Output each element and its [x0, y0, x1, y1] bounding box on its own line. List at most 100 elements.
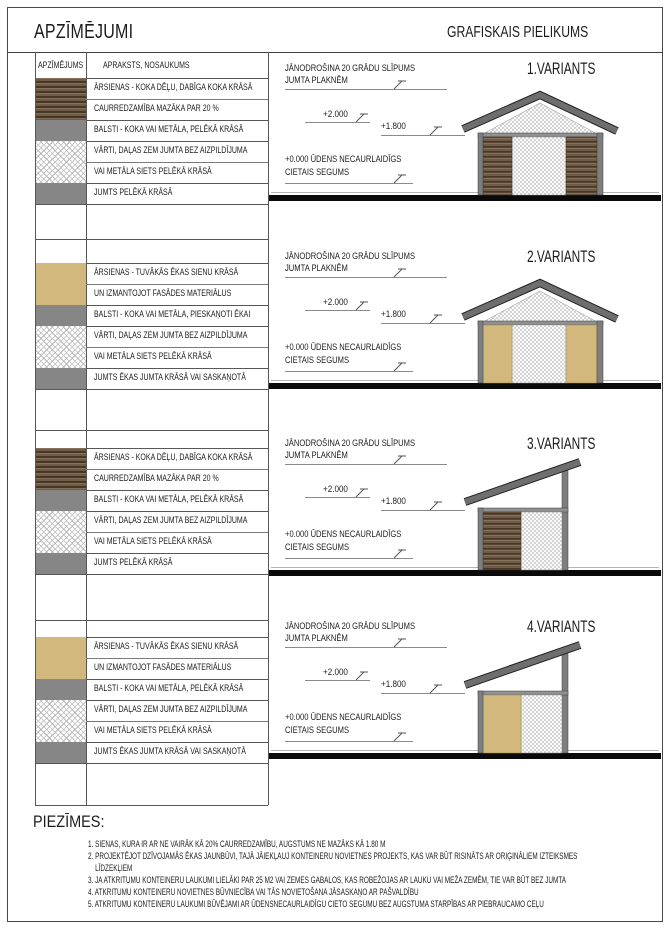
- table-line: [35, 326, 268, 327]
- level-mark-icon: [393, 80, 406, 90]
- table-line: [35, 183, 268, 184]
- legend-swatch-tan: [36, 263, 86, 305]
- table-line: [35, 141, 268, 142]
- legend-swatch-gray: [36, 742, 86, 763]
- graphic-appendix-title: GRAFISKAIS PIELIKUMS: [447, 24, 589, 41]
- legend-text: UN IZMANTOJOT FASĀDES MATERIĀLUS: [94, 288, 232, 298]
- level-label: +2.000: [323, 297, 348, 308]
- ground-note: CIETAIS SEGUMS: [285, 167, 350, 178]
- level-label: +1.800: [381, 496, 406, 507]
- leader-line: [285, 89, 447, 90]
- legend-swatch-gray: [36, 490, 86, 511]
- slope-note: JUMTA PLAKNĒM: [285, 633, 348, 644]
- leader-line: [285, 183, 413, 184]
- note-item: 3. JA ATKRITUMU KONTEINERU LAUKUMI LIELĀ…: [88, 875, 567, 886]
- ground-note: CIETAIS SEGUMS: [285, 725, 350, 736]
- table-line: [35, 553, 268, 554]
- legend-swatch-gray: [36, 553, 86, 574]
- ground-bar: [269, 753, 661, 759]
- level-mark-icon: [355, 488, 368, 498]
- legend-symbol-column-header: APZĪMĒJUMS: [38, 60, 84, 70]
- level-mark-icon: [393, 638, 406, 648]
- table-line: [35, 637, 268, 638]
- table-line: [35, 263, 268, 264]
- table-line: [35, 742, 268, 743]
- leader-line: [381, 323, 465, 324]
- legend-swatch-wood: [36, 78, 86, 120]
- level-label: +2.000: [323, 109, 348, 120]
- table-line: [35, 52, 36, 805]
- table-line: [86, 52, 87, 805]
- table-line: [35, 700, 268, 701]
- level-label: +1.800: [381, 309, 406, 320]
- leader-line: [285, 558, 413, 559]
- level-mark-icon: [429, 314, 442, 324]
- level-mark-icon: [393, 455, 406, 465]
- legend-swatch-gray: [36, 183, 86, 204]
- table-line: [35, 679, 268, 680]
- slope-note: JĀNODROŠINA 20 GRĀDU SLĪPUMS: [285, 621, 416, 632]
- leader-line: [305, 122, 370, 123]
- legend-text: VĀRTI, DAĻAS ZEM JUMTA BEZ AIZPILDĪJUMA: [94, 704, 248, 714]
- legend-text: VĀRTI, DAĻAS ZEM JUMTA BEZ AIZPILDĪJUMA: [94, 145, 248, 155]
- variant-title: 2.VARIANTS: [527, 248, 596, 266]
- slope-note: JUMTA PLAKNĒM: [285, 263, 348, 274]
- legend-text: JUMTS PELĒKĀ KRĀSĀ: [94, 557, 173, 567]
- table-subline: [86, 284, 268, 285]
- table-line: [35, 204, 268, 205]
- ground-note: CIETAIS SEGUMS: [285, 355, 350, 366]
- legend-swatch-gray: [36, 368, 86, 389]
- leader-line: [305, 310, 370, 311]
- table-subline: [86, 162, 268, 163]
- sheet-border: [7, 7, 663, 922]
- table-line: [35, 805, 268, 806]
- legend-swatch-gray: [36, 679, 86, 700]
- variant-title: 1.VARIANTS: [527, 60, 596, 78]
- note-item: 5. ATKRITUMU KONTEINERU LAUKUMI BŪVĒJAMI…: [88, 899, 544, 910]
- level-mark-icon: [355, 301, 368, 311]
- level-label: +2.000: [323, 667, 348, 678]
- legend-text: ĀRSIENAS - KOKA DĒĻU, DABĪGA KOKA KRĀSĀ: [94, 452, 253, 462]
- legend-text: CAURREDZAMĪBA MAZĀKA PAR 20 %: [94, 103, 219, 113]
- legend-swatch-tan: [36, 637, 86, 679]
- table-line: [35, 430, 268, 431]
- table-subline: [86, 532, 268, 533]
- legend-text: JUMTS ĒKAS JUMTA KRĀSĀ VAI SASKAŅOTĀ: [94, 372, 246, 382]
- leader-line: [381, 693, 465, 694]
- level-mark-icon: [393, 268, 406, 278]
- table-line: [35, 120, 268, 121]
- variant-4-section: 4.VARIANTS JĀNODROŠINA 20 GRĀDU SLĪPUMS …: [269, 610, 662, 766]
- variant-2-section: 2.VARIANTS JĀNODROŠINA 20 GRĀDU SLĪPUMS …: [269, 240, 662, 396]
- table-line: [35, 448, 268, 449]
- ground-note: +0.000 ŪDENS NECAURLAIDĪGS: [285, 712, 402, 723]
- building-elevation-shed-wood: [463, 458, 582, 571]
- leader-line: [285, 371, 413, 372]
- legend-swatch-gray: [36, 305, 86, 326]
- legend-swatch-gray: [36, 120, 86, 141]
- legend-text: ĀRSIENAS - TUVĀKĀS ĒKAS SIENU KRĀSĀ: [94, 267, 239, 277]
- ground-note: CIETAIS SEGUMS: [285, 542, 350, 553]
- table-line: [35, 574, 268, 575]
- legend-description-column-header: APRAKSTS, NOSAUKUMS: [103, 60, 190, 70]
- legend-text: VAI METĀLA SIETS PELĒKĀ KRĀSĀ: [94, 725, 212, 735]
- legend-text: JUMTS ĒKAS JUMTA KRĀSĀ VAI SASKAŅOTĀ: [94, 746, 246, 756]
- variant-title: 3.VARIANTS: [527, 435, 596, 453]
- table-line: [35, 389, 268, 390]
- leader-line: [285, 464, 447, 465]
- legend-text: BALSTI - KOKA VAI METĀLA, PELĒKĀ KRĀSĀ: [94, 683, 244, 693]
- ground-level-line: [271, 192, 659, 193]
- table-line: [35, 511, 268, 512]
- table-line: [35, 763, 268, 764]
- leader-line: [305, 680, 370, 681]
- column-divider: [268, 52, 269, 805]
- variant-3-section: 3.VARIANTS JĀNODROŠINA 20 GRĀDU SLĪPUMS …: [269, 427, 662, 583]
- leader-line: [285, 741, 413, 742]
- notes-list: 1. SIENAS, KURA IR AR NE VAIRĀK KĀ 20% C…: [88, 838, 606, 911]
- level-label: +1.800: [381, 121, 406, 132]
- level-mark-icon: [355, 113, 368, 123]
- header-rule: [8, 52, 662, 53]
- note-item: 2. PROJEKTĒJOT DZĪVOJAMĀS ĒKAS JAUNBŪVI,…: [88, 851, 578, 874]
- slope-note: JĀNODROŠINA 20 GRĀDU SLĪPUMS: [285, 63, 416, 74]
- table-subline: [86, 99, 268, 100]
- table-line: [35, 490, 268, 491]
